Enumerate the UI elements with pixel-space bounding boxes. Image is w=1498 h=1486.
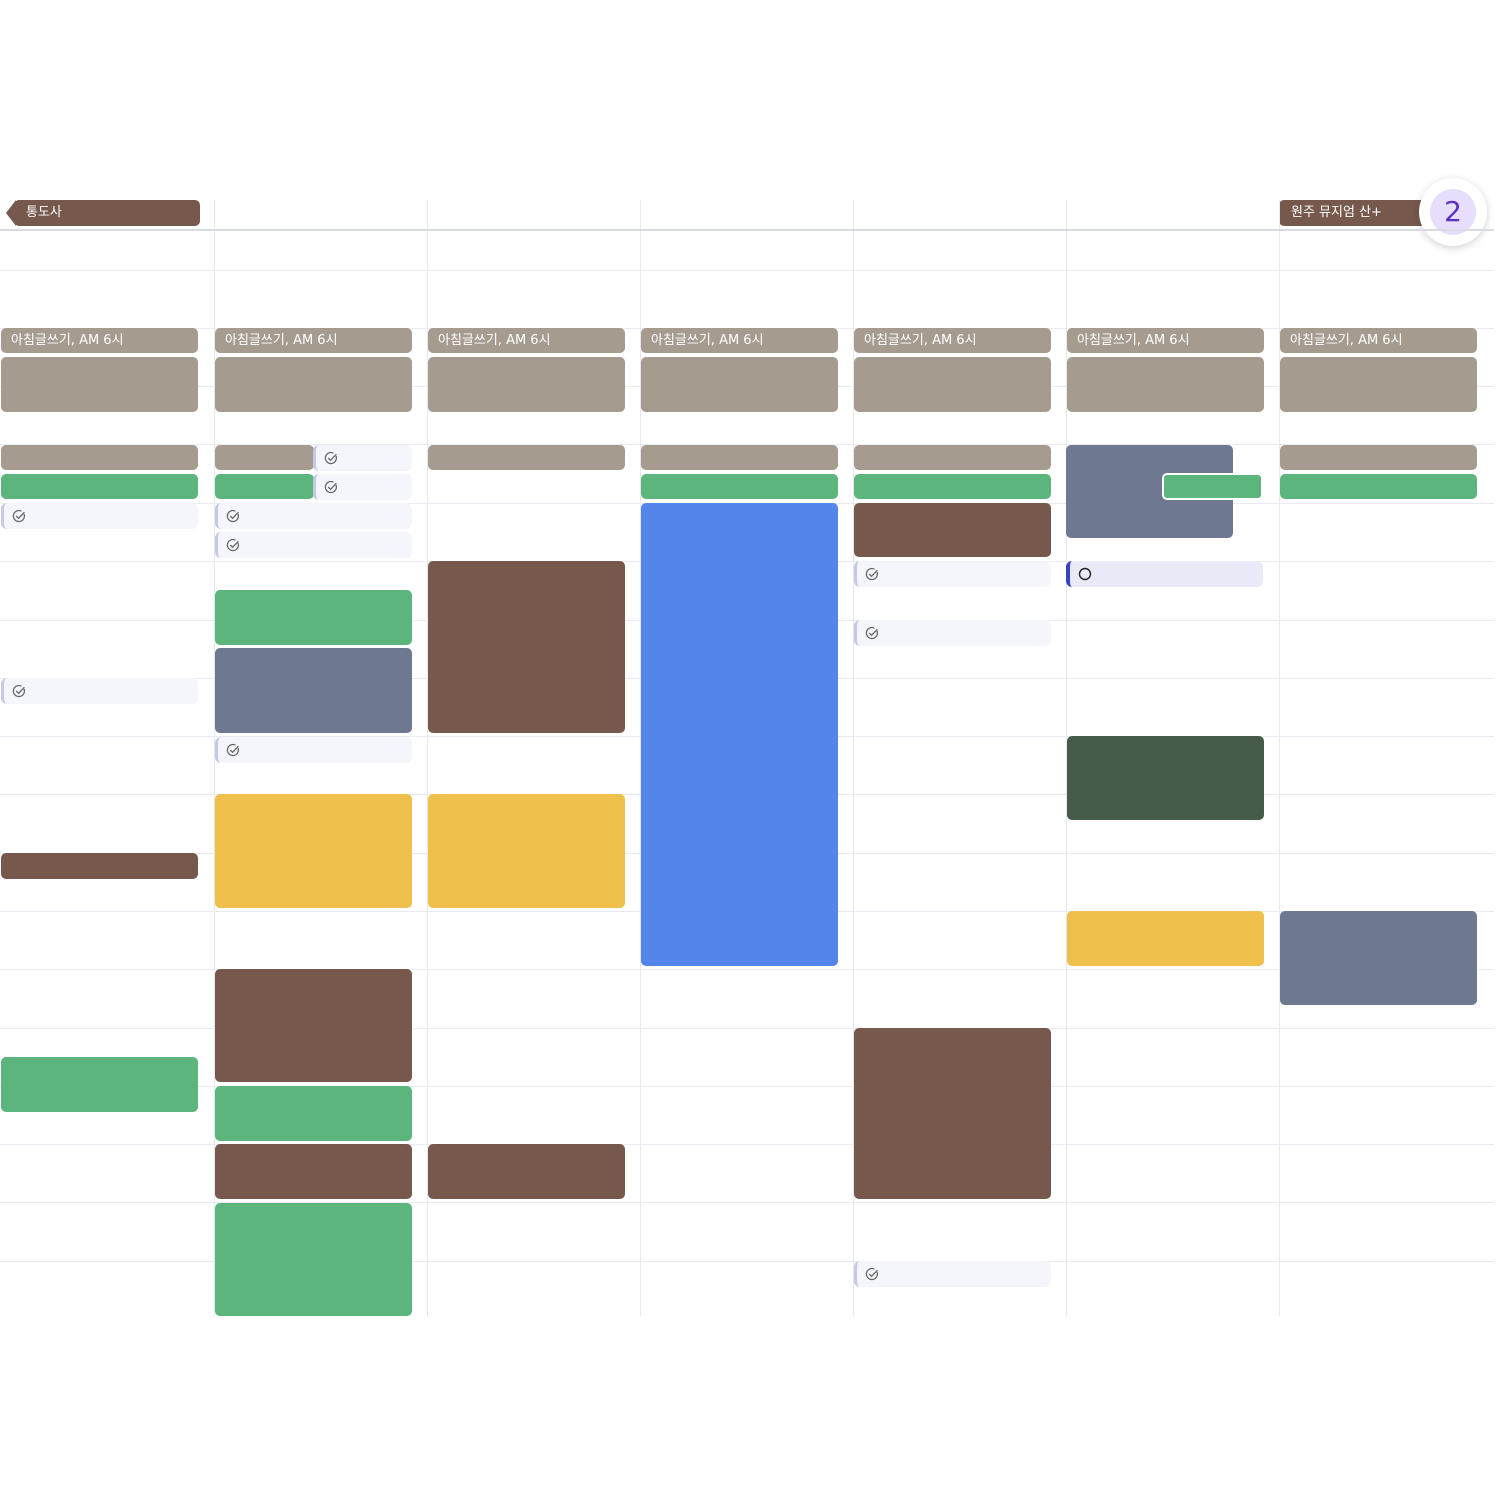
calendar-event[interactable] bbox=[428, 794, 625, 908]
arrow-left-icon bbox=[6, 200, 16, 226]
all-day-event-title: 원주 뮤지엄 산+ bbox=[1291, 205, 1382, 220]
day-column-divider bbox=[640, 200, 641, 1316]
calendar-event[interactable] bbox=[854, 445, 1051, 470]
calendar-event[interactable] bbox=[641, 445, 838, 470]
check-circle-icon[interactable] bbox=[324, 480, 338, 494]
event-title: 아침글쓰기, AM 6시 bbox=[651, 333, 764, 348]
calendar-event[interactable] bbox=[1, 1057, 198, 1112]
calendar-event[interactable] bbox=[215, 445, 314, 470]
calendar-event[interactable] bbox=[428, 445, 625, 470]
calendar-event[interactable] bbox=[641, 503, 838, 966]
calendar-event[interactable] bbox=[641, 357, 838, 412]
task-item[interactable] bbox=[1, 678, 198, 704]
calendar-event[interactable] bbox=[215, 1203, 412, 1316]
calendar-event[interactable] bbox=[854, 357, 1051, 412]
recurring-event[interactable]: 아침글쓰기, AM 6시 bbox=[1, 328, 198, 353]
calendar-event[interactable] bbox=[215, 1144, 412, 1199]
event-title: 아침글쓰기, AM 6시 bbox=[225, 333, 338, 348]
calendar-event[interactable] bbox=[215, 590, 412, 645]
day-column-divider bbox=[427, 200, 428, 1316]
hour-line bbox=[0, 969, 1494, 970]
task-item[interactable] bbox=[854, 1261, 1051, 1287]
day-column-divider bbox=[853, 200, 854, 1316]
calendar-event[interactable] bbox=[428, 357, 625, 412]
hour-line bbox=[0, 1144, 1494, 1145]
calendar-event[interactable] bbox=[854, 1028, 1051, 1199]
more-events-count: 2 bbox=[1430, 189, 1476, 235]
recurring-event[interactable]: 아침글쓰기, AM 6시 bbox=[428, 328, 625, 353]
calendar-event[interactable] bbox=[1280, 911, 1477, 1005]
more-events-badge[interactable]: 2 bbox=[1419, 178, 1487, 246]
day-column-divider bbox=[214, 200, 215, 1316]
hour-line bbox=[0, 1202, 1494, 1203]
calendar-event[interactable] bbox=[1, 445, 198, 470]
event-title: 아침글쓰기, AM 6시 bbox=[1290, 333, 1403, 348]
calendar-event[interactable] bbox=[1, 357, 198, 412]
event-title: 아침글쓰기, AM 6시 bbox=[864, 333, 977, 348]
hour-line bbox=[0, 1086, 1494, 1087]
event-title: 아침글쓰기, AM 6시 bbox=[438, 333, 551, 348]
calendar-event[interactable] bbox=[1, 853, 198, 879]
hour-line bbox=[0, 1028, 1494, 1029]
recurring-event[interactable]: 아침글쓰기, AM 6시 bbox=[854, 328, 1051, 353]
calendar-event[interactable] bbox=[215, 794, 412, 908]
calendar-event[interactable] bbox=[1067, 357, 1264, 412]
calendar-event[interactable] bbox=[215, 357, 412, 412]
hour-line bbox=[0, 1261, 1494, 1262]
check-circle-icon[interactable] bbox=[226, 538, 240, 552]
task-item[interactable] bbox=[1, 503, 198, 529]
task-item[interactable] bbox=[313, 474, 412, 500]
check-circle-icon[interactable] bbox=[226, 743, 240, 757]
calendar-event[interactable] bbox=[641, 474, 838, 499]
calendar-event[interactable] bbox=[428, 561, 625, 733]
calendar-event[interactable] bbox=[1, 474, 198, 499]
check-circle-icon[interactable] bbox=[324, 451, 338, 465]
calendar-event[interactable] bbox=[215, 648, 412, 733]
calendar-event[interactable] bbox=[215, 969, 412, 1082]
hour-line bbox=[0, 270, 1494, 271]
all-day-event[interactable]: 통도사 bbox=[14, 200, 200, 226]
event-title: 아침글쓰기, AM 6시 bbox=[11, 333, 124, 348]
task-item[interactable] bbox=[313, 445, 412, 471]
recurring-event[interactable]: 아침글쓰기, AM 6시 bbox=[1280, 328, 1477, 353]
hour-line bbox=[0, 229, 1494, 231]
day-column-divider bbox=[1279, 200, 1280, 1316]
calendar-event[interactable] bbox=[1162, 473, 1263, 500]
task-item[interactable] bbox=[1066, 561, 1263, 587]
check-circle-icon[interactable] bbox=[12, 509, 26, 523]
circle-icon[interactable] bbox=[1078, 567, 1092, 581]
task-item[interactable] bbox=[215, 737, 412, 763]
calendar-event[interactable] bbox=[215, 1086, 412, 1141]
check-circle-icon[interactable] bbox=[226, 509, 240, 523]
calendar-event[interactable] bbox=[1067, 736, 1264, 820]
check-circle-icon[interactable] bbox=[865, 626, 879, 640]
recurring-event[interactable]: 아침글쓰기, AM 6시 bbox=[1067, 328, 1264, 353]
all-day-event[interactable]: 원주 뮤지엄 산+ bbox=[1279, 200, 1439, 226]
calendar-event[interactable] bbox=[215, 474, 314, 499]
calendar-event[interactable] bbox=[1280, 445, 1477, 470]
event-title: 아침글쓰기, AM 6시 bbox=[1077, 333, 1190, 348]
task-item[interactable] bbox=[215, 532, 412, 558]
hour-line bbox=[0, 444, 1494, 445]
calendar-event[interactable] bbox=[854, 503, 1051, 557]
task-item[interactable] bbox=[854, 620, 1051, 646]
calendar-event[interactable] bbox=[1280, 474, 1477, 499]
all-day-event-title: 통도사 bbox=[26, 205, 62, 220]
check-circle-icon[interactable] bbox=[12, 684, 26, 698]
task-item[interactable] bbox=[854, 561, 1051, 587]
calendar-event[interactable] bbox=[854, 474, 1051, 499]
calendar-event[interactable] bbox=[428, 1144, 625, 1199]
check-circle-icon[interactable] bbox=[865, 1267, 879, 1281]
recurring-event[interactable]: 아침글쓰기, AM 6시 bbox=[641, 328, 838, 353]
check-circle-icon[interactable] bbox=[865, 567, 879, 581]
day-column-divider bbox=[1066, 200, 1067, 1316]
task-item[interactable] bbox=[215, 503, 412, 529]
recurring-event[interactable]: 아침글쓰기, AM 6시 bbox=[215, 328, 412, 353]
calendar-event[interactable] bbox=[1280, 357, 1477, 412]
calendar-event[interactable] bbox=[1067, 911, 1264, 966]
